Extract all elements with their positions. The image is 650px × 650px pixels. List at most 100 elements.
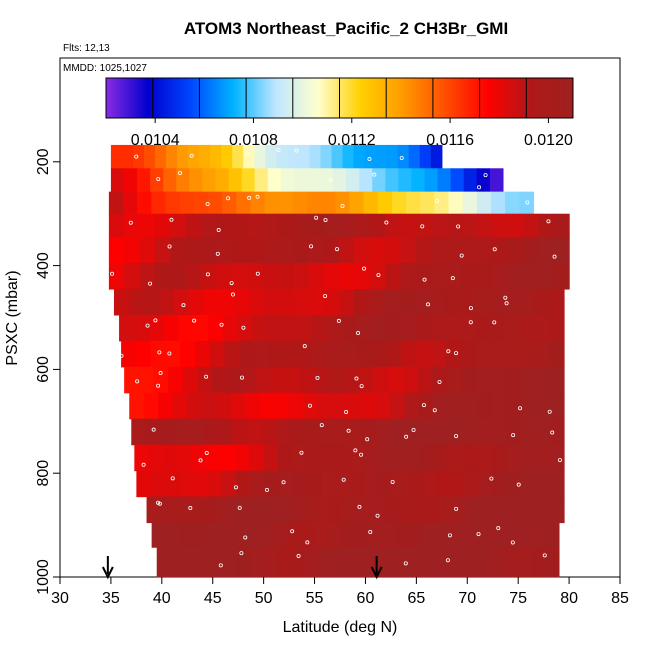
sample-marker	[359, 452, 364, 457]
sample-marker	[542, 553, 547, 558]
heatmap-cell	[448, 392, 464, 420]
heatmap-cell	[463, 522, 479, 548]
heatmap-cell	[354, 263, 371, 290]
colorbar-tick-label: 0.0116	[426, 132, 474, 149]
sample-marker	[276, 148, 281, 153]
heatmap-cell	[236, 191, 251, 215]
heatmap-cell	[124, 263, 141, 290]
heatmap-cell	[396, 522, 411, 548]
heatmap-cell	[368, 522, 384, 548]
heatmap-cell	[155, 144, 167, 169]
sample-marker	[468, 306, 473, 311]
colorbar-tick-label: 0.0112	[328, 132, 376, 149]
heatmap-cell	[254, 168, 269, 193]
sample-marker	[247, 195, 252, 200]
heatmap-cell	[234, 444, 250, 472]
heatmap-cell	[504, 522, 519, 548]
heatmap-cell	[523, 213, 540, 238]
heatmap-cell	[424, 547, 439, 578]
heatmap-cell	[172, 392, 188, 420]
heatmap-cell	[308, 237, 325, 264]
heatmap-cell	[491, 392, 507, 420]
heatmap-cell	[435, 470, 451, 498]
date-annotation: MMDD: 1025,1027	[63, 63, 147, 74]
heatmap-cell	[222, 314, 239, 342]
sample-markers	[110, 148, 562, 568]
heatmap-cell	[143, 288, 160, 316]
heatmap-cell	[306, 444, 322, 472]
sample-marker	[445, 558, 450, 563]
heatmap-cell	[137, 191, 152, 215]
heatmap-cell	[415, 237, 432, 264]
heatmap-cell	[400, 237, 417, 264]
heatmap-cell	[421, 470, 437, 498]
heatmap-cell	[208, 314, 224, 342]
heatmap-cell	[408, 144, 421, 169]
heatmap-cell	[308, 213, 325, 238]
heatmap-cell	[188, 144, 200, 169]
heatmap-cell	[423, 522, 438, 548]
heatmap-cell	[177, 144, 189, 169]
heatmap-cell	[331, 144, 344, 169]
sample-marker	[353, 448, 358, 453]
sample-marker	[411, 427, 416, 432]
heatmap-cell	[492, 213, 509, 238]
heatmap-cell	[243, 496, 259, 524]
heatmap-cell	[128, 288, 145, 316]
sample-marker	[135, 379, 140, 384]
sample-marker	[557, 458, 562, 463]
heatmap-cell	[164, 470, 180, 498]
heatmap-cell	[390, 418, 406, 446]
heatmap-cell	[226, 366, 243, 394]
heatmap-cell	[385, 213, 401, 238]
y-tick-label: 600	[35, 356, 52, 383]
heatmap-cell	[535, 444, 551, 472]
heatmap-cell	[124, 237, 141, 264]
heatmap-cell	[151, 522, 166, 548]
sample-marker	[511, 433, 516, 438]
x-tick-label: 65	[407, 590, 425, 607]
heatmap-cell	[132, 144, 145, 169]
heatmap-cell	[518, 547, 533, 578]
heatmap-cell	[250, 191, 266, 215]
heatmap-cell	[438, 496, 454, 524]
y-tick-label: 400	[35, 252, 52, 279]
heatmap-cell	[549, 366, 565, 394]
heatmap-cell	[451, 547, 466, 578]
heatmap-cell	[355, 522, 370, 548]
heatmap-cell	[220, 444, 236, 472]
heatmap-cell	[146, 496, 162, 524]
heatmap-cell	[415, 314, 432, 342]
heatmap-cell	[461, 366, 477, 394]
x-tick-label: 55	[306, 590, 324, 607]
heatmap-cell	[338, 288, 355, 316]
heatmap-cell	[203, 288, 220, 316]
heatmap-cell	[448, 191, 464, 215]
heatmap-cell	[231, 237, 248, 264]
heatmap-cell	[194, 340, 211, 368]
heatmap-cell	[179, 470, 194, 498]
heatmap-cell	[178, 314, 194, 342]
heatmap-cell	[200, 263, 217, 290]
heatmap-cell	[329, 366, 345, 394]
x-tick-label: 80	[560, 590, 578, 607]
heatmap-cell	[293, 470, 309, 498]
colorbar-tick-label: 0.0104	[131, 132, 180, 149]
sample-marker	[188, 506, 193, 511]
sample-marker	[157, 501, 162, 506]
heatmap-cell	[207, 191, 223, 215]
heatmap-cell	[492, 470, 508, 498]
heatmap-cell	[230, 496, 245, 524]
heatmap-cell	[383, 496, 398, 524]
heatmap-cell	[463, 168, 478, 193]
sample-marker	[319, 423, 324, 428]
heatmap-cell	[179, 191, 195, 215]
heatmap-cell	[416, 340, 432, 368]
sample-marker	[290, 529, 295, 534]
heatmap-cell	[335, 470, 351, 498]
heatmap-cell	[519, 314, 535, 342]
heatmap-cell	[321, 470, 337, 498]
x-axis-label: Latitude (deg N)	[283, 619, 398, 636]
sample-marker	[198, 458, 203, 463]
heatmap-cell	[553, 263, 570, 290]
